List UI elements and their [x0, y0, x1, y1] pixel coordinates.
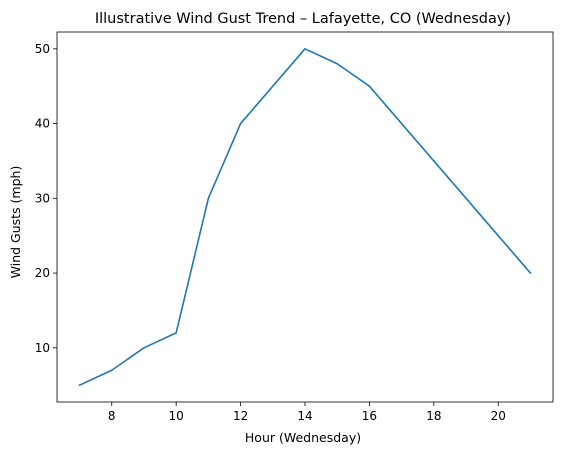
- y-tick-label: 40: [35, 117, 50, 131]
- y-tick-label: 10: [35, 341, 50, 355]
- series-line-0: [78, 48, 532, 387]
- x-tick-label: 20: [491, 409, 506, 423]
- x-tick-label: 16: [362, 409, 377, 423]
- x-tick-label: 10: [169, 409, 184, 423]
- axes-frame: [56, 31, 554, 403]
- y-tick-label: 50: [35, 42, 50, 56]
- x-tick-label: 14: [297, 409, 312, 423]
- plot-area: 8 10 12 14 16 18 20 10 20 30 40 50: [35, 31, 554, 423]
- x-tick-label: 12: [233, 409, 248, 423]
- x-tick-label: 18: [426, 409, 441, 423]
- y-axis-label: Wind Gusts (mph): [8, 166, 23, 279]
- x-tick-label: 8: [108, 409, 116, 423]
- x-axis-label: Hour (Wednesday): [245, 430, 361, 445]
- y-tick-label: 20: [35, 266, 50, 280]
- chart-title: Illustrative Wind Gust Trend – Lafayette…: [95, 11, 511, 27]
- y-tick-label: 30: [35, 191, 50, 205]
